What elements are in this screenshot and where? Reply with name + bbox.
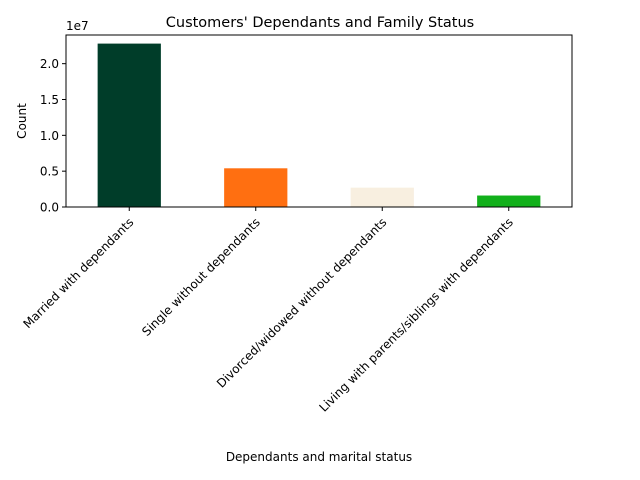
y-axis-label: Count bbox=[15, 103, 29, 139]
x-tick-label-2: Single without dependants bbox=[139, 215, 263, 339]
y-tick-label-1: 0.0 bbox=[40, 201, 59, 215]
y-axis-offset-label: 1e7 bbox=[66, 19, 89, 33]
plot-frame bbox=[65, 34, 573, 208]
bar-2 bbox=[224, 168, 288, 207]
bar-1 bbox=[97, 43, 161, 207]
y-tick-label-2: 0.5 bbox=[40, 165, 59, 179]
x-axis-label: Dependants and marital status bbox=[226, 450, 412, 464]
x-ticks-layer: Married with dependants Single without de… bbox=[20, 207, 516, 415]
bars-layer bbox=[97, 43, 541, 207]
x-tick-label-4: Living with parents/siblings with depend… bbox=[316, 215, 515, 414]
y-tick-label-3: 1.0 bbox=[40, 129, 59, 143]
chart-title: Customers' Dependants and Family Status bbox=[166, 15, 474, 31]
y-tick-label-5: 2.0 bbox=[40, 57, 59, 71]
y-tick-label-4: 1.5 bbox=[40, 93, 59, 107]
bar-3 bbox=[350, 187, 414, 207]
x-tick-label-1: Married with dependants bbox=[20, 215, 136, 331]
y-ticks-layer: 0.0 0.5 1.0 1.5 2.0 bbox=[40, 57, 66, 215]
bar-4 bbox=[477, 195, 541, 207]
